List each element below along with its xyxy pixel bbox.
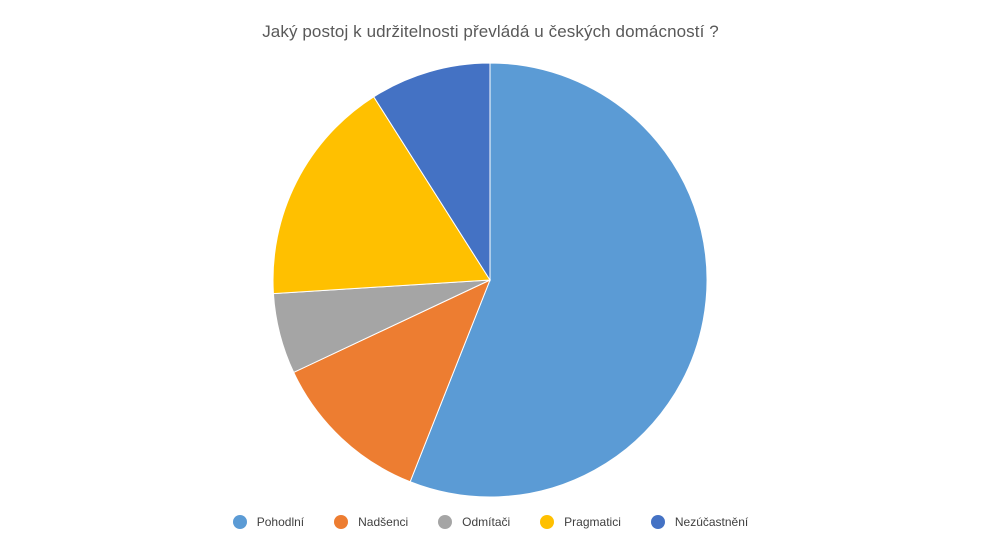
legend-label: Nadšenci [358,515,409,529]
legend-swatch [334,515,349,529]
legend-item: Odmítači [438,515,510,529]
legend-item: Nadšenci [334,515,408,529]
legend-swatch [438,515,453,529]
pie-slice-1 [409,62,708,498]
legend-label: Nezúčastnění [674,515,749,529]
legend-swatch [540,515,555,529]
pie-slice-2 [292,279,491,483]
chart-legend: Pohodlní Nadšenci Odmítači Pragmatici Nezúča… [0,515,981,529]
chart-title: Jaký postoj k udržitelnosti převládá u č… [262,22,719,41]
legend-item: Nezúčastnění [650,515,749,529]
legend-swatch [232,515,247,529]
legend-label: Pragmatici [564,515,621,529]
pie-slice-4 [272,96,491,295]
legend-item: Pohodlní [232,515,305,529]
legend-label: Odmítači [462,515,511,529]
pie-slice-5 [373,62,491,282]
legend-label: Pohodlní [256,515,305,529]
legend-swatch [650,515,665,529]
legend-item: Pragmatici [540,515,621,529]
